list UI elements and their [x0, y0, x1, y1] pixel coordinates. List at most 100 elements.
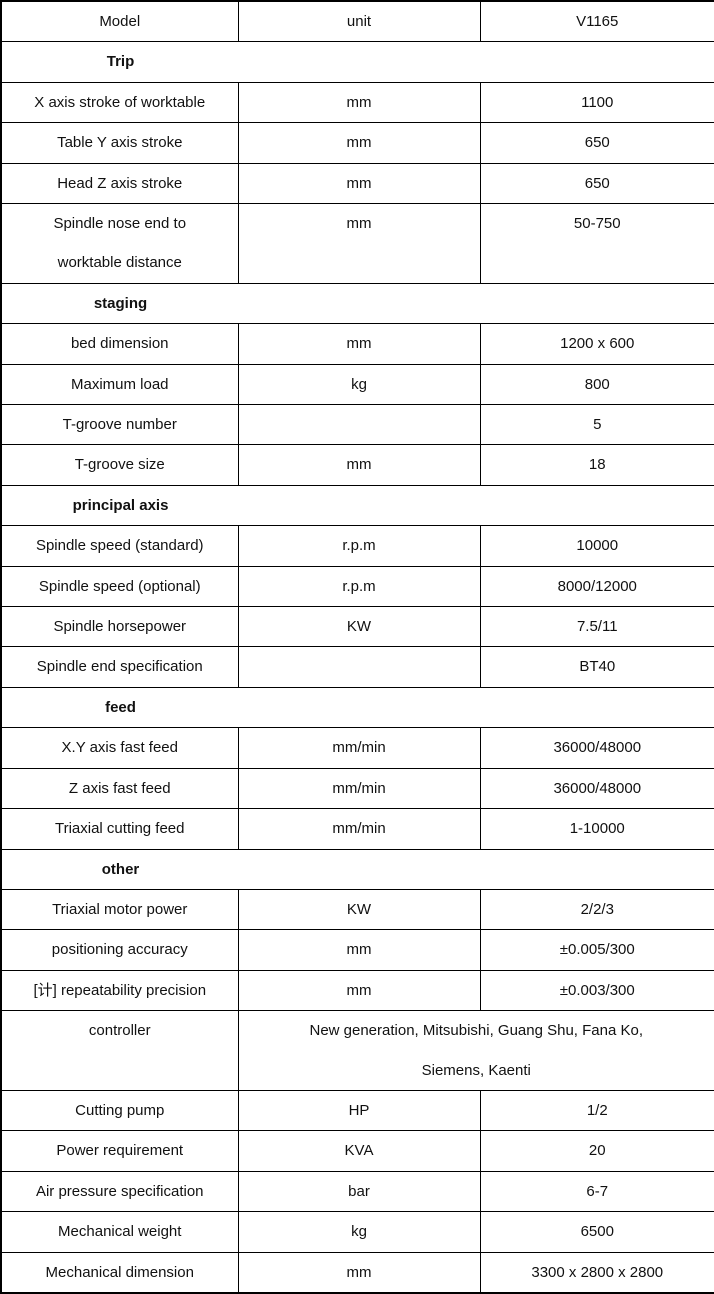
- table-row: Head Z axis stroke mm 650: [1, 163, 714, 203]
- section-row-principal-axis: principal axis: [1, 485, 714, 525]
- table-row: Spindle speed (standard) r.p.m 10000: [1, 526, 714, 566]
- spec-value: 7.5/11: [480, 607, 714, 647]
- table-row: positioning accuracy mm ±0.005/300: [1, 930, 714, 970]
- table-row: Triaxial motor power KW 2/2/3: [1, 889, 714, 929]
- spec-value: 1200 x 600: [480, 324, 714, 364]
- table-row: Spindle end specification BT40: [1, 647, 714, 687]
- spec-label: bed dimension: [1, 324, 238, 364]
- header-model: Model: [1, 1, 238, 42]
- spec-label: T-groove size: [1, 445, 238, 485]
- spec-value: 6500: [480, 1212, 714, 1252]
- table-row-controller: controller New generation, Mitsubishi, G…: [1, 1011, 714, 1091]
- spec-unit: HP: [238, 1090, 480, 1130]
- table-row: T-groove size mm 18: [1, 445, 714, 485]
- spec-value: 36000/48000: [480, 768, 714, 808]
- spec-unit: mm/min: [238, 809, 480, 849]
- spec-label: T-groove number: [1, 405, 238, 445]
- spec-label: X.Y axis fast feed: [1, 728, 238, 768]
- section-title: staging: [2, 284, 239, 323]
- section-row-staging: staging: [1, 283, 714, 323]
- spec-unit: r.p.m: [238, 566, 480, 606]
- spec-value: 18: [480, 445, 714, 485]
- spec-value: ±0.003/300: [480, 970, 714, 1010]
- table-row: Z axis fast feed mm/min 36000/48000: [1, 768, 714, 808]
- spec-unit: KW: [238, 607, 480, 647]
- spec-unit: mm: [238, 930, 480, 970]
- spec-value-merged: New generation, Mitsubishi, Guang Shu, F…: [238, 1011, 714, 1091]
- spec-unit: mm: [238, 204, 480, 284]
- section-row-feed: feed: [1, 687, 714, 727]
- spec-label: Spindle horsepower: [1, 607, 238, 647]
- spec-unit: mm: [238, 123, 480, 163]
- spec-label: Z axis fast feed: [1, 768, 238, 808]
- spec-label: Table Y axis stroke: [1, 123, 238, 163]
- table-row: T-groove number 5: [1, 405, 714, 445]
- spec-label: Spindle end specification: [1, 647, 238, 687]
- spec-value: 2/2/3: [480, 889, 714, 929]
- spec-unit: mm: [238, 1252, 480, 1293]
- table-row: bed dimension mm 1200 x 600: [1, 324, 714, 364]
- table-row: Cutting pump HP 1/2: [1, 1090, 714, 1130]
- table-row: Spindle horsepower KW 7.5/11: [1, 607, 714, 647]
- section-title: principal axis: [2, 486, 239, 525]
- spec-value: 10000: [480, 526, 714, 566]
- spec-unit: mm/min: [238, 728, 480, 768]
- spec-value: 1100: [480, 82, 714, 122]
- spec-label: Mechanical dimension: [1, 1252, 238, 1293]
- table-row: [计] repeatability precision mm ±0.003/30…: [1, 970, 714, 1010]
- spec-label: [计] repeatability precision: [1, 970, 238, 1010]
- table-row: Mechanical dimension mm 3300 x 2800 x 28…: [1, 1252, 714, 1293]
- header-row: Model unit V1165: [1, 1, 714, 42]
- spec-value-line2: Siemens, Kaenti: [239, 1051, 714, 1090]
- section-title: other: [2, 850, 239, 889]
- section-title: Trip: [2, 42, 239, 81]
- spec-value: 5: [480, 405, 714, 445]
- spec-label: Power requirement: [1, 1131, 238, 1171]
- spec-value: 50-750: [480, 204, 714, 284]
- spec-label: Maximum load: [1, 364, 238, 404]
- spec-value: 36000/48000: [480, 728, 714, 768]
- spec-label: Cutting pump: [1, 1090, 238, 1130]
- spec-unit: mm: [238, 445, 480, 485]
- spec-unit: kg: [238, 1212, 480, 1252]
- spec-label: Air pressure specification: [1, 1171, 238, 1211]
- spec-value: 1-10000: [480, 809, 714, 849]
- spec-value-line1: New generation, Mitsubishi, Guang Shu, F…: [239, 1011, 714, 1050]
- section-row-other: other: [1, 849, 714, 889]
- header-model-value: V1165: [480, 1, 714, 42]
- spec-unit: KVA: [238, 1131, 480, 1171]
- spec-value: 6-7: [480, 1171, 714, 1211]
- spec-label-line1: Spindle nose end to: [2, 204, 238, 243]
- spec-value: 1/2: [480, 1090, 714, 1130]
- table-row: Spindle speed (optional) r.p.m 8000/1200…: [1, 566, 714, 606]
- spec-label: controller: [1, 1011, 238, 1091]
- spec-label: Triaxial cutting feed: [1, 809, 238, 849]
- spec-unit: KW: [238, 889, 480, 929]
- spec-label: Spindle speed (optional): [1, 566, 238, 606]
- spec-label: Spindle speed (standard): [1, 526, 238, 566]
- spec-unit: bar: [238, 1171, 480, 1211]
- spec-unit: mm: [238, 970, 480, 1010]
- spec-unit: [238, 647, 480, 687]
- spec-label-line2: worktable distance: [2, 243, 238, 282]
- spec-unit: mm/min: [238, 768, 480, 808]
- table-row: Maximum load kg 800: [1, 364, 714, 404]
- spec-unit: r.p.m: [238, 526, 480, 566]
- table-row: Air pressure specification bar 6-7: [1, 1171, 714, 1211]
- table-row: Mechanical weight kg 6500: [1, 1212, 714, 1252]
- table-row: Triaxial cutting feed mm/min 1-10000: [1, 809, 714, 849]
- section-row-trip: Trip: [1, 42, 714, 82]
- header-unit: unit: [238, 1, 480, 42]
- spec-value: BT40: [480, 647, 714, 687]
- spec-value: 800: [480, 364, 714, 404]
- spec-value: 20: [480, 1131, 714, 1171]
- spec-unit: [238, 405, 480, 445]
- spec-label: positioning accuracy: [1, 930, 238, 970]
- spec-value: 650: [480, 163, 714, 203]
- spec-unit: mm: [238, 324, 480, 364]
- spec-unit: mm: [238, 163, 480, 203]
- table-row: Spindle nose end to worktable distance m…: [1, 204, 714, 284]
- spec-value: 650: [480, 123, 714, 163]
- spec-label: Triaxial motor power: [1, 889, 238, 929]
